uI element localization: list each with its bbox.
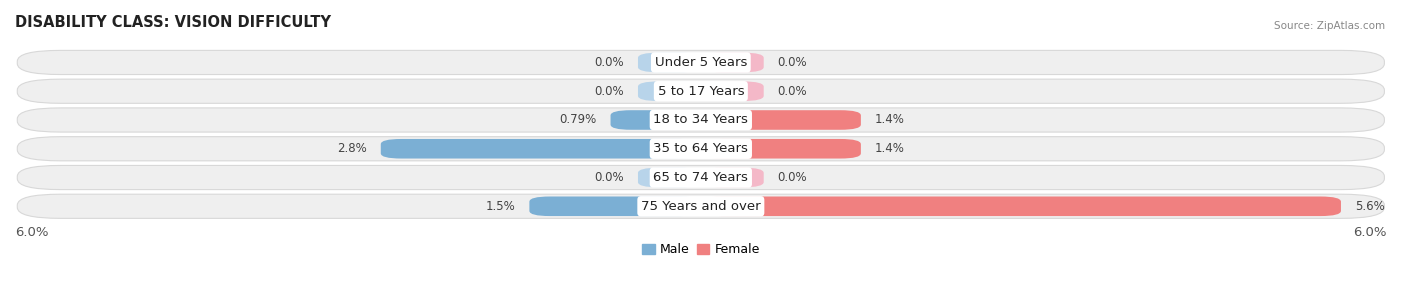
FancyBboxPatch shape xyxy=(610,110,700,130)
FancyBboxPatch shape xyxy=(17,165,1385,190)
Text: 75 Years and over: 75 Years and over xyxy=(641,200,761,213)
FancyBboxPatch shape xyxy=(17,108,1385,132)
FancyBboxPatch shape xyxy=(530,196,700,216)
FancyBboxPatch shape xyxy=(17,50,1385,74)
FancyBboxPatch shape xyxy=(638,168,700,187)
Text: 1.5%: 1.5% xyxy=(486,200,516,213)
Text: 0.79%: 0.79% xyxy=(560,113,596,126)
Text: 0.0%: 0.0% xyxy=(778,56,807,69)
Text: 65 to 74 Years: 65 to 74 Years xyxy=(654,171,748,184)
Text: DISABILITY CLASS: VISION DIFFICULTY: DISABILITY CLASS: VISION DIFFICULTY xyxy=(15,15,330,30)
FancyBboxPatch shape xyxy=(700,53,763,72)
Text: 0.0%: 0.0% xyxy=(778,85,807,98)
FancyBboxPatch shape xyxy=(700,139,860,158)
FancyBboxPatch shape xyxy=(17,137,1385,161)
FancyBboxPatch shape xyxy=(700,168,763,187)
FancyBboxPatch shape xyxy=(17,79,1385,103)
Text: 0.0%: 0.0% xyxy=(595,56,624,69)
FancyBboxPatch shape xyxy=(17,194,1385,218)
Text: Source: ZipAtlas.com: Source: ZipAtlas.com xyxy=(1274,21,1385,31)
FancyBboxPatch shape xyxy=(638,81,700,101)
Text: 0.0%: 0.0% xyxy=(778,171,807,184)
FancyBboxPatch shape xyxy=(381,139,700,158)
Text: 0.0%: 0.0% xyxy=(595,171,624,184)
Text: 18 to 34 Years: 18 to 34 Years xyxy=(654,113,748,126)
FancyBboxPatch shape xyxy=(700,110,860,130)
FancyBboxPatch shape xyxy=(700,81,763,101)
Text: 2.8%: 2.8% xyxy=(337,142,367,155)
Text: 5.6%: 5.6% xyxy=(1354,200,1385,213)
Text: 6.0%: 6.0% xyxy=(1353,226,1386,239)
FancyBboxPatch shape xyxy=(700,196,1341,216)
Text: 5 to 17 Years: 5 to 17 Years xyxy=(658,85,744,98)
Text: 35 to 64 Years: 35 to 64 Years xyxy=(654,142,748,155)
Text: 6.0%: 6.0% xyxy=(15,226,48,239)
Legend: Male, Female: Male, Female xyxy=(637,238,765,261)
Text: 0.0%: 0.0% xyxy=(595,85,624,98)
Text: 1.4%: 1.4% xyxy=(875,113,904,126)
Text: 1.4%: 1.4% xyxy=(875,142,904,155)
Text: Under 5 Years: Under 5 Years xyxy=(655,56,747,69)
FancyBboxPatch shape xyxy=(638,53,700,72)
